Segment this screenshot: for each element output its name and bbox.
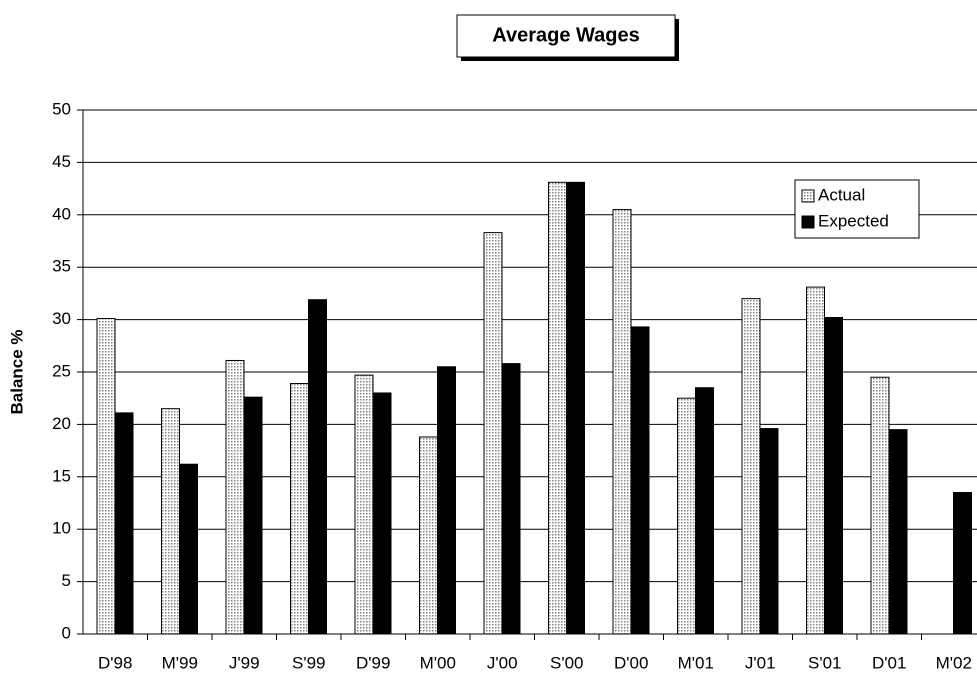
y-tick-label: 15 [52, 466, 71, 485]
bar [953, 492, 972, 635]
y-tick-label: 35 [52, 257, 71, 276]
bar [548, 181, 567, 635]
x-tick-label: D'99 [356, 653, 390, 672]
bar [824, 317, 843, 635]
bar [179, 463, 198, 635]
x-tick-label: J'01 [745, 653, 776, 672]
bar [114, 412, 134, 635]
y-tick-label: 10 [52, 519, 71, 538]
bar [243, 396, 263, 635]
legend-swatch [801, 189, 815, 203]
x-tick-label: M'01 [678, 653, 714, 672]
bar [419, 436, 438, 635]
bar [308, 299, 327, 635]
bar [290, 383, 309, 635]
y-tick-label: 5 [62, 571, 71, 590]
bar [566, 181, 585, 635]
x-tick-label: J'00 [487, 653, 518, 672]
x-tick-label: S'00 [550, 653, 584, 672]
bar [483, 232, 503, 635]
y-tick-label: 20 [52, 414, 71, 433]
legend-label: Expected [818, 211, 889, 230]
x-tick-label: J'99 [229, 653, 260, 672]
bar [437, 366, 456, 635]
bar [612, 209, 632, 635]
bar [677, 397, 696, 635]
legend-swatch [801, 215, 815, 229]
legend-box [794, 179, 920, 239]
y-tick-label: 50 [52, 99, 71, 118]
bar [96, 318, 116, 635]
bar [372, 392, 392, 635]
bar [630, 326, 650, 635]
bar [354, 374, 374, 635]
y-tick-label: 45 [52, 152, 71, 171]
x-tick-label: S'01 [808, 653, 842, 672]
x-tick-label: M'99 [162, 653, 198, 672]
y-axis-title: Balance % [7, 329, 26, 414]
bar [741, 298, 761, 635]
bar [501, 363, 521, 635]
y-tick-label: 30 [52, 309, 71, 328]
y-tick-label: 25 [52, 361, 71, 380]
title-box [456, 14, 676, 58]
bar [225, 359, 245, 635]
bar [161, 408, 180, 635]
bar [888, 429, 908, 635]
chart-title: Average Wages [492, 24, 639, 46]
y-tick-label: 40 [52, 204, 71, 223]
x-tick-label: D'98 [98, 653, 132, 672]
x-tick-label: M'00 [420, 653, 456, 672]
legend-label: Actual [818, 185, 865, 204]
x-tick-label: S'99 [292, 653, 326, 672]
x-tick-label: D'00 [614, 653, 648, 672]
bar [806, 286, 825, 635]
y-tick-label: 0 [62, 623, 71, 642]
x-tick-label: D'01 [872, 653, 906, 672]
bar [759, 428, 779, 635]
bar [870, 376, 890, 635]
x-tick-label: M'02 [936, 653, 972, 672]
bar [695, 387, 714, 635]
